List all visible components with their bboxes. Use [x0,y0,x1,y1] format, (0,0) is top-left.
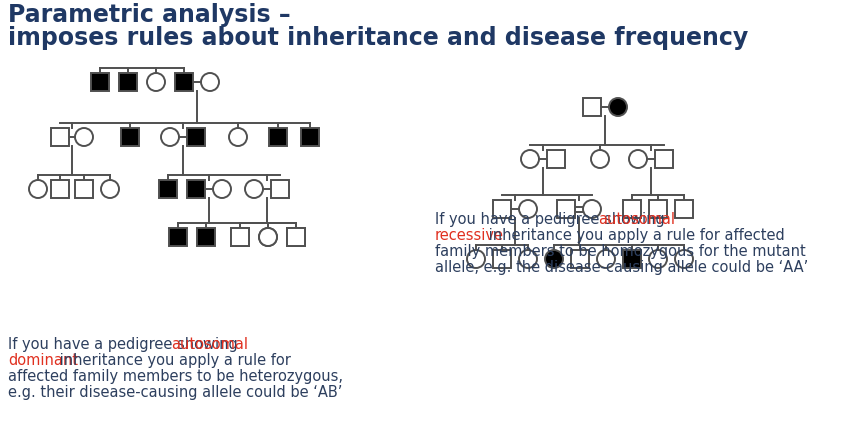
Bar [91,73,109,91]
Bar [51,128,69,146]
Text: autosomal: autosomal [598,212,675,227]
Text: imposes rules about inheritance and disease frequency: imposes rules about inheritance and dise… [8,26,748,50]
Circle shape [609,98,627,116]
Circle shape [675,250,693,268]
Circle shape [467,250,485,268]
Bar [269,128,287,146]
Bar [159,180,177,198]
Text: If you have a pedigree showing: If you have a pedigree showing [435,212,669,227]
Bar [301,128,319,146]
Bar [271,180,289,198]
Circle shape [591,150,609,168]
Circle shape [649,250,667,268]
Circle shape [519,200,537,218]
Circle shape [259,228,277,246]
Bar [119,73,137,91]
Bar [197,228,215,246]
Circle shape [519,250,537,268]
Bar [287,228,305,246]
Bar [675,200,693,218]
Circle shape [213,180,231,198]
Text: autosomal: autosomal [171,337,248,352]
Bar [623,200,641,218]
Bar [51,180,69,198]
Bar [655,150,673,168]
Bar [287,228,305,246]
Circle shape [29,180,47,198]
Text: dominant: dominant [8,353,78,368]
Text: family members to be homozygous for the mutant: family members to be homozygous for the … [435,244,806,259]
Bar [231,228,249,246]
Bar [169,228,187,246]
Circle shape [521,150,539,168]
Circle shape [161,128,179,146]
Bar [583,98,601,116]
Text: e.g. their disease-causing allele could be ‘AB’: e.g. their disease-causing allele could … [8,385,343,400]
Bar [187,180,205,198]
Circle shape [597,250,615,268]
Bar [557,200,575,218]
Circle shape [101,180,119,198]
Circle shape [147,73,165,91]
Circle shape [259,228,277,246]
Text: If you have a pedigree showing: If you have a pedigree showing [8,337,243,352]
Bar [121,128,139,146]
Bar [75,180,93,198]
Circle shape [583,200,601,218]
Bar [493,200,511,218]
Circle shape [245,180,263,198]
Text: Parametric analysis –: Parametric analysis – [8,3,291,27]
Bar [493,250,511,268]
Circle shape [75,128,93,146]
Bar [649,200,667,218]
Text: recessive: recessive [435,228,504,243]
Bar [175,73,193,91]
Bar [187,128,205,146]
Text: inheritance you apply a rule for affected: inheritance you apply a rule for affecte… [484,228,784,243]
Text: affected family members to be heterozygous,: affected family members to be heterozygo… [8,369,343,384]
Text: inheritance you apply a rule for: inheritance you apply a rule for [55,353,291,368]
Bar [231,228,249,246]
Circle shape [629,150,647,168]
Text: allele, e.g. the disease-causing allele could be ‘AA’: allele, e.g. the disease-causing allele … [435,260,808,275]
Bar [547,150,565,168]
Circle shape [201,73,219,91]
Circle shape [229,128,247,146]
Bar [623,250,641,268]
Bar [571,250,589,268]
Circle shape [545,250,563,268]
